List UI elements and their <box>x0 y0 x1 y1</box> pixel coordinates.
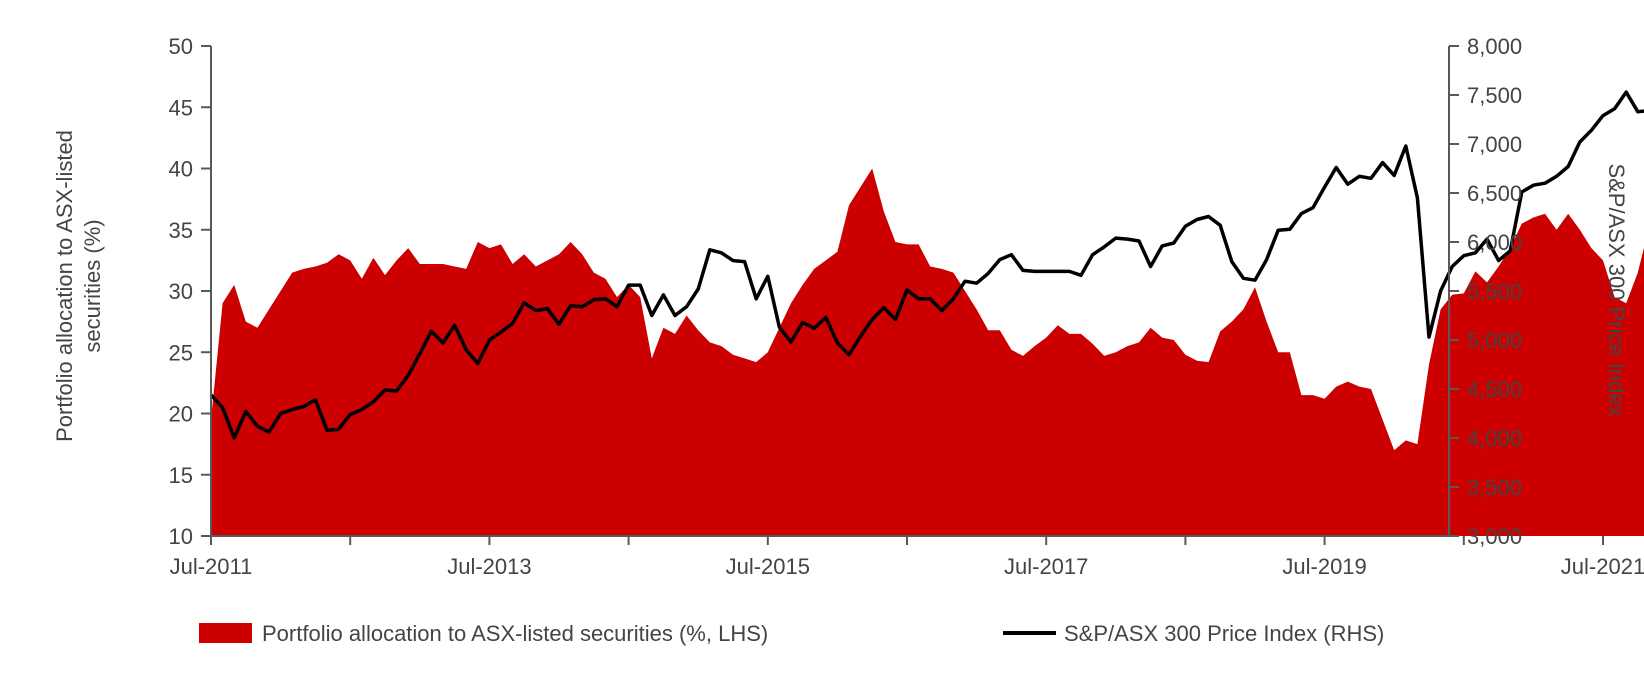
right-tick-label: 6,000 <box>1467 230 1522 255</box>
right-tick-label: 7,000 <box>1467 132 1522 157</box>
left-tick-label: 15 <box>169 463 193 488</box>
price-index-line-layer <box>209 90 1644 440</box>
right-tick-label: 6,500 <box>1467 181 1522 206</box>
right-tick-label: 3,000 <box>1467 524 1522 549</box>
allocation-area <box>211 168 1644 536</box>
right-tick-label: 8,000 <box>1467 34 1522 59</box>
axes-layer: 10 15 20 25 30 35 40 45 50 3,000 3,500 4,000 4,500 5,… <box>169 34 1644 579</box>
allocation-area-layer <box>211 168 1644 536</box>
x-tick-label: Jul-2015 <box>726 554 810 579</box>
left-tick-label: 10 <box>169 524 193 549</box>
legend-line-label: S&P/ASX 300 Price Index (RHS) <box>1064 621 1384 646</box>
left-tick-label: 35 <box>169 218 193 243</box>
x-tick-label: Jul-2011 <box>170 554 253 579</box>
right-axis-title: S&P/ASX 300 Price Index <box>1604 163 1629 416</box>
legend-area-label: Portfolio allocation to ASX-listed secur… <box>262 621 768 646</box>
x-tick-label: Jul-2021 <box>1561 554 1644 579</box>
left-tick-label: 25 <box>169 340 193 365</box>
left-tick-label: 30 <box>169 279 193 304</box>
x-tick-label: Jul-2019 <box>1282 554 1366 579</box>
right-tick-label: 5,500 <box>1467 279 1522 304</box>
left-axis-title-line: Portfolio allocation to ASX-listed <box>52 130 77 442</box>
left-axis-title-line: securities (%) <box>80 219 105 352</box>
legend-area-swatch <box>199 623 252 643</box>
left-axis-title-text: Portfolio allocation to ASX-listed securi… <box>52 130 105 442</box>
left-tick-label: 40 <box>169 157 193 182</box>
left-tick-label: 50 <box>169 34 193 59</box>
right-tick-label: 4,500 <box>1467 377 1522 402</box>
left-tick-label: 45 <box>169 95 193 120</box>
legend: Portfolio allocation to ASX-listed secur… <box>199 621 1384 646</box>
right-tick-label: 4,000 <box>1467 426 1522 451</box>
right-tick-label: 3,500 <box>1467 475 1522 500</box>
x-tick-label: Jul-2013 <box>447 554 531 579</box>
left-tick-label: 20 <box>169 402 193 427</box>
price-index-line <box>209 90 1644 440</box>
right-tick-label: 5,000 <box>1467 328 1522 353</box>
right-tick-label: 7,500 <box>1467 83 1522 108</box>
left-axis-title: Portfolio allocation to ASX-listed securi… <box>52 130 105 442</box>
x-tick-label: Jul-2017 <box>1004 554 1088 579</box>
